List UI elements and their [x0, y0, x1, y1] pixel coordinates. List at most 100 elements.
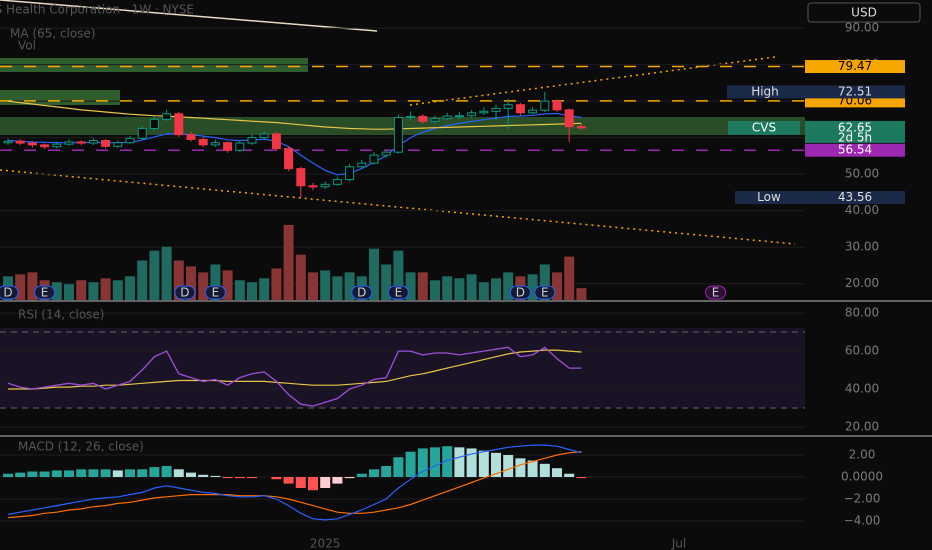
- macd-histogram-bar: [515, 458, 526, 478]
- event-marker: [534, 285, 556, 300]
- macd-histogram-bar: [405, 451, 416, 478]
- volume-bar: [295, 254, 306, 300]
- macd-title: MACD (12, 26, close): [18, 440, 144, 454]
- volume-bar: [283, 225, 294, 300]
- event-marker: [509, 285, 531, 300]
- price-tag: [805, 60, 905, 74]
- candle-body: [296, 168, 306, 187]
- macd-histogram-bar: [442, 446, 453, 478]
- event-label: D: [3, 286, 12, 300]
- macd-histogram-bar: [173, 469, 184, 478]
- drawn-line: [0, 0, 378, 32]
- event-label: D: [357, 286, 366, 300]
- volume-bar: [161, 246, 172, 300]
- candle-body: [515, 104, 525, 114]
- macd-histogram-bar: [100, 469, 111, 478]
- macd-histogram-bar: [478, 450, 489, 478]
- candle-body: [528, 109, 538, 114]
- candle-body: [357, 162, 367, 168]
- event-label: D: [180, 286, 189, 300]
- chart-title: CVS Health Corporation · 1W · NYSE: [0, 3, 194, 17]
- candle-body: [320, 183, 330, 188]
- macd-histogram-bar: [15, 472, 26, 478]
- volume-bar: [405, 272, 416, 300]
- volume-bar: [234, 280, 245, 300]
- event-label: E: [41, 286, 49, 300]
- volume-bar: [222, 270, 233, 300]
- macd-histogram-bar: [137, 469, 148, 478]
- event-label: E: [712, 286, 720, 300]
- macd-histogram-bar: [503, 455, 514, 478]
- volume-bar: [344, 272, 355, 300]
- macd-histogram-bar: [491, 452, 501, 478]
- candle-body: [247, 137, 257, 144]
- candle-body: [369, 154, 379, 164]
- macd-histogram-bar: [186, 472, 196, 478]
- macd-histogram-bar: [417, 448, 428, 478]
- y-tick-label: 2.00: [849, 448, 876, 462]
- volume-bar: [442, 276, 453, 300]
- macd-histogram-bar: [320, 477, 331, 489]
- candle-body: [308, 185, 318, 188]
- candle-body: [186, 134, 196, 140]
- macd-histogram-bar: [295, 477, 306, 489]
- candle-body: [149, 118, 159, 129]
- macd-histogram-bar: [161, 466, 172, 478]
- price-tag-label: 79.47: [838, 59, 872, 73]
- volume-bar: [320, 270, 331, 300]
- volume-bar: [430, 280, 440, 300]
- macd-histogram-bar: [576, 477, 587, 479]
- volume-bar: [381, 264, 392, 300]
- macd-histogram-bar: [454, 447, 465, 478]
- y-tick-label: 30.00: [845, 240, 879, 254]
- macd-line: [7, 444, 582, 521]
- candle-body: [552, 100, 562, 111]
- tag-value: 72.51: [838, 84, 872, 98]
- price-tag-label: 56.54: [838, 143, 872, 157]
- volume-bar: [454, 278, 465, 300]
- tag-value: 43.56: [838, 190, 872, 204]
- y-tick-label: −4.00: [844, 513, 881, 527]
- ma-label: MA (65, close): [10, 27, 96, 41]
- event-marker: [34, 285, 56, 300]
- candle-body: [503, 104, 513, 109]
- candle-body: [27, 142, 37, 146]
- volume-bar: [27, 272, 38, 300]
- candle-body: [564, 109, 574, 128]
- macd-histogram-bar: [64, 470, 74, 478]
- tag-box: [735, 191, 905, 205]
- candle-body: [393, 117, 403, 153]
- macd-histogram-bar: [527, 460, 538, 478]
- candle-body: [101, 140, 111, 147]
- volume-bar: [15, 274, 26, 300]
- countdown: 2d 5h: [838, 130, 872, 144]
- candle-body: [76, 141, 86, 144]
- trend-line: [0, 169, 796, 245]
- macd-histogram-bar: [210, 475, 221, 478]
- volume-bar: [308, 272, 318, 300]
- currency-box[interactable]: [807, 2, 921, 23]
- macd-histogram-bar: [234, 477, 245, 479]
- macd-histogram-bar: [332, 477, 343, 484]
- macd-histogram-bar: [247, 477, 257, 479]
- volume-bar: [149, 250, 160, 300]
- macd-histogram-bar: [3, 473, 13, 478]
- macd-histogram-bar: [552, 468, 562, 478]
- macd-histogram-bar: [88, 469, 99, 478]
- candle-body: [332, 179, 342, 185]
- y-tick-label: 90.00: [845, 21, 879, 35]
- macd-histogram-bar: [344, 477, 355, 479]
- volume-bar: [478, 282, 489, 300]
- rsi-line: [7, 346, 582, 407]
- volume-bar: [369, 248, 379, 300]
- y-tick-label: 80.00: [845, 306, 879, 320]
- y-tick-label: 20.00: [845, 420, 879, 434]
- volume-bar: [137, 260, 148, 300]
- x-tick-label: Jul: [671, 537, 686, 550]
- event-label: D: [516, 286, 525, 300]
- event-marker: [705, 285, 727, 300]
- macd-histogram-bar: [393, 457, 404, 478]
- y-tick-label: 0.0000: [841, 470, 883, 484]
- candle-body: [235, 142, 245, 151]
